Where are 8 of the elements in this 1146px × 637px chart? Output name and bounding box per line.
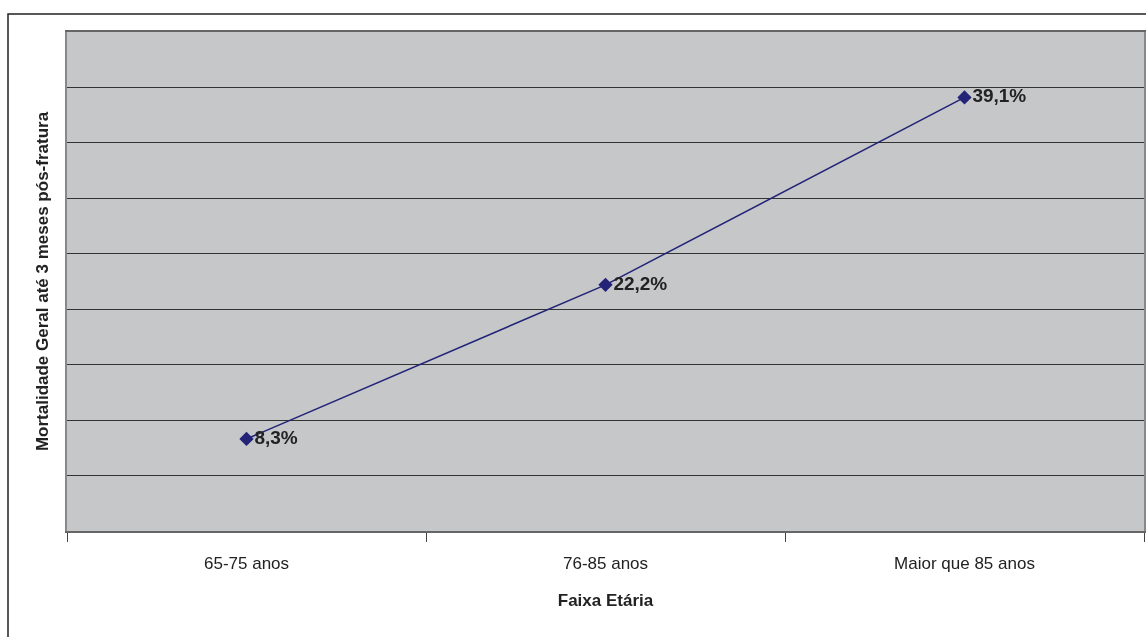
y-axis-title: Mortalidade Geral até 3 meses pós-fratura — [33, 111, 53, 452]
x-tick-label: 65-75 anos — [203, 554, 290, 574]
data-label: 39,1% — [972, 85, 1027, 107]
x-axis-title: Faixa Etária — [557, 591, 654, 611]
data-label: 22,2% — [613, 272, 668, 294]
data-label: 8,3% — [254, 426, 298, 448]
x-tick-label: 76-85 anos — [562, 554, 649, 574]
x-tick-label: Maior que 85 anos — [894, 554, 1035, 574]
